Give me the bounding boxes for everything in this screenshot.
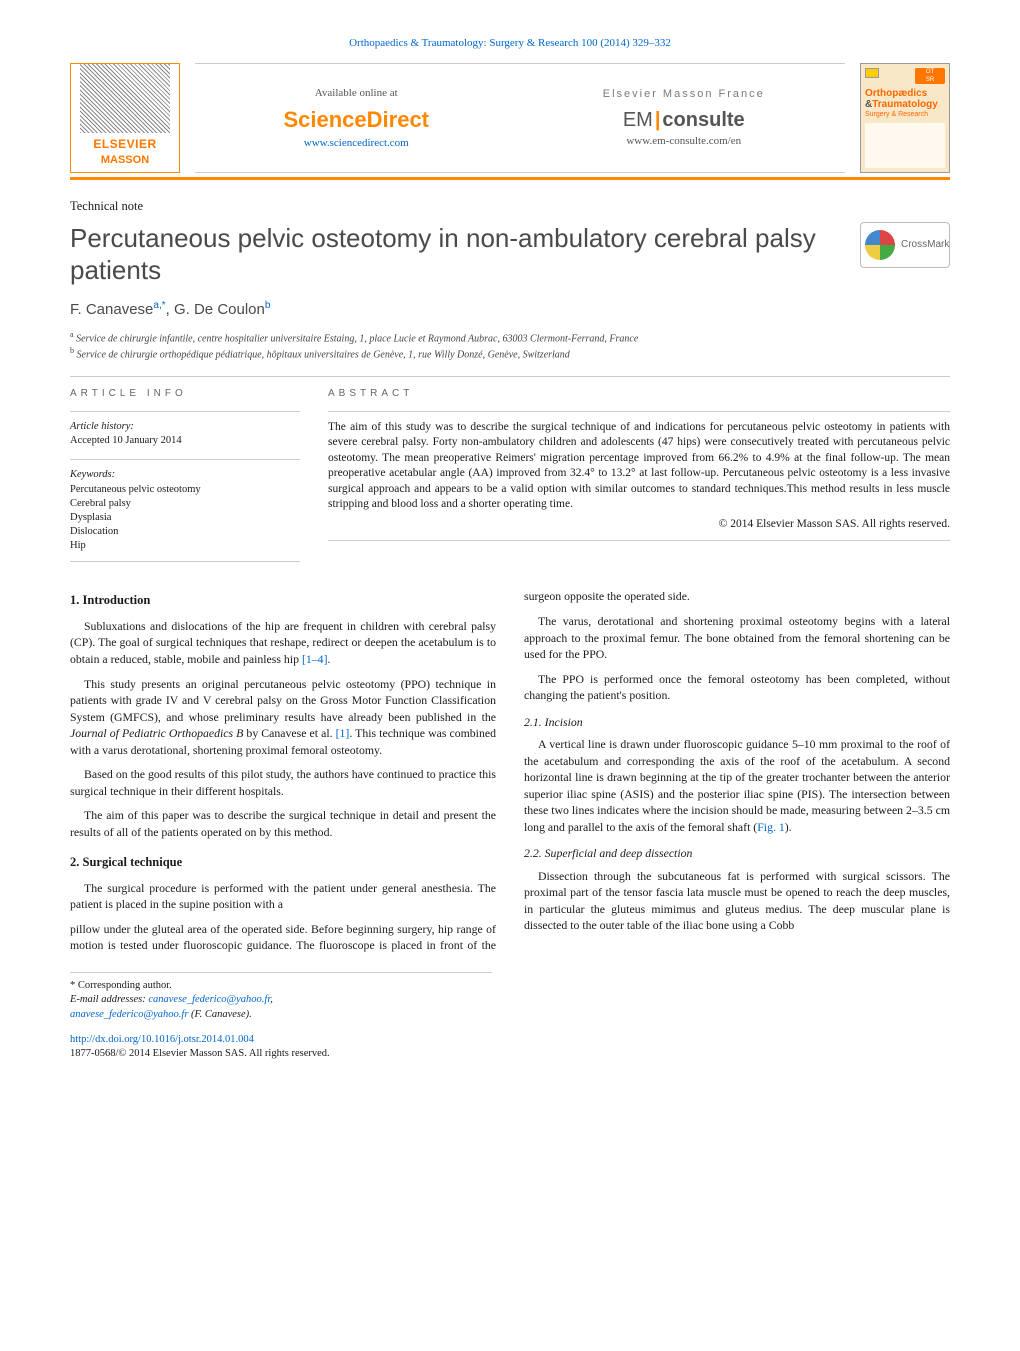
publisher-links-block: Available online at ScienceDirect www.sc… — [195, 63, 845, 173]
author-2-affil-sup: b — [265, 300, 271, 311]
section-1-heading: 1. Introduction — [70, 592, 496, 610]
em-logo-suffix: consulte — [662, 109, 744, 131]
author-1-affil-sup: a,* — [153, 300, 165, 311]
body-paragraph: The varus, derotational and shortening p… — [524, 613, 950, 663]
elsevier-brand-label: ELSEVIER — [93, 136, 156, 153]
crossmark-label: CrossMark — [901, 238, 949, 252]
em-logo-prefix: EM — [623, 109, 653, 131]
orange-divider-bar — [70, 177, 950, 180]
keyword-item: Percutaneous pelvic osteotomy — [70, 483, 300, 497]
article-title: Percutaneous pelvic osteotomy in non-amb… — [70, 222, 840, 287]
affiliation-b: Service de chirurgie orthopédique pédiat… — [77, 349, 570, 360]
emconsulte-column: Elsevier Masson France EM|consulte www.e… — [533, 87, 836, 150]
body-two-column: 1. Introduction Subluxations and disloca… — [70, 588, 950, 953]
figure-ref[interactable]: Fig. 1 — [757, 820, 785, 834]
article-type-label: Technical note — [70, 198, 950, 216]
elsevier-tree-icon — [80, 64, 170, 133]
elsevier-masson-france-label: Elsevier Masson France — [533, 87, 836, 102]
emconsulte-url[interactable]: www.em-consulte.com/en — [533, 134, 836, 149]
body-paragraph: The aim of this paper was to describe th… — [70, 807, 496, 840]
horizontal-rule — [70, 376, 950, 377]
keywords-label: Keywords: — [70, 468, 300, 483]
emconsulte-logo: EM|consulte — [533, 106, 836, 134]
elsevier-sub-label: MASSON — [101, 153, 149, 168]
abstract-copyright: © 2014 Elsevier Masson SAS. All rights r… — [328, 516, 950, 532]
doi-link[interactable]: http://dx.doi.org/10.1016/j.otsr.2014.01… — [70, 1033, 492, 1048]
elsevier-logo-box: ELSEVIER MASSON — [70, 63, 180, 173]
crossmark-icon — [865, 230, 895, 260]
email-addresses-line: E-mail addresses: canavese_federico@yaho… — [70, 993, 492, 1022]
footer-block: * Corresponding author. E-mail addresses… — [70, 972, 492, 1062]
history-label: Article history: — [70, 420, 300, 435]
affiliations-block: a Service de chirurgie infantile, centre… — [70, 330, 950, 362]
affiliation-a: Service de chirurgie infantile, centre h… — [76, 333, 638, 344]
available-online-label: Available online at — [205, 86, 508, 101]
article-info-column: article info Article history: Accepted 1… — [70, 387, 300, 563]
citation-ref[interactable]: [1] — [336, 726, 350, 740]
body-paragraph: A vertical line is drawn under fluorosco… — [524, 736, 950, 835]
body-paragraph: Based on the good results of this pilot … — [70, 766, 496, 799]
cover-image-placeholder — [865, 123, 945, 168]
email-link-2[interactable]: anavese_federico@yahoo.fr — [70, 1009, 188, 1020]
author-2: G. De Coulon — [174, 301, 265, 318]
cover-flag-icon — [865, 68, 879, 78]
authors-line: F. Canavesea,*, G. De Coulonb — [70, 299, 950, 320]
abstract-text: The aim of this study was to describe th… — [328, 420, 950, 513]
abstract-rule-2 — [328, 540, 950, 541]
sciencedirect-url[interactable]: www.sciencedirect.com — [205, 136, 508, 151]
info-rule-3 — [70, 561, 300, 562]
cover-title: Orthopædics &Traumatology — [865, 88, 945, 110]
body-paragraph: This study presents an original percutan… — [70, 676, 496, 759]
cover-subtitle: Surgery & Research — [865, 110, 945, 120]
keyword-item: Dislocation — [70, 525, 300, 539]
publisher-banner-row: ELSEVIER MASSON Available online at Scie… — [70, 63, 950, 173]
body-paragraph: The surgical procedure is performed with… — [70, 880, 496, 913]
cover-badge-icon: OTSR — [915, 68, 945, 84]
crossmark-badge[interactable]: CrossMark — [860, 222, 950, 268]
section-2-heading: 2. Surgical technique — [70, 854, 496, 872]
sciencedirect-column: Available online at ScienceDirect www.sc… — [205, 86, 508, 152]
info-rule — [70, 411, 300, 412]
keyword-item: Hip — [70, 539, 300, 553]
article-info-heading: article info — [70, 387, 300, 401]
journal-cover-thumbnail: OTSR Orthopædics &Traumatology Surgery &… — [860, 63, 950, 173]
body-paragraph: Subluxations and dislocations of the hip… — [70, 618, 496, 668]
sciencedirect-logo: ScienceDirect — [205, 105, 508, 136]
history-value: Accepted 10 January 2014 — [70, 434, 300, 449]
info-abstract-row: article info Article history: Accepted 1… — [70, 387, 950, 563]
section-2-2-heading: 2.2. Superficial and deep dissection — [524, 845, 950, 862]
body-paragraph: Dissection through the subcutaneous fat … — [524, 868, 950, 934]
abstract-heading: abstract — [328, 387, 950, 401]
abstract-column: abstract The aim of this study was to de… — [328, 387, 950, 563]
email-author-name: (F. Canavese). — [191, 1009, 252, 1020]
corresponding-author-label: * Corresponding author. — [70, 979, 492, 994]
info-rule-2 — [70, 459, 300, 460]
section-2-1-heading: 2.1. Incision — [524, 714, 950, 731]
journal-citation-header: Orthopaedics & Traumatology: Surgery & R… — [70, 36, 950, 51]
em-logo-divider: | — [653, 109, 663, 131]
issn-copyright: 1877-0568/© 2014 Elsevier Masson SAS. Al… — [70, 1047, 492, 1062]
keyword-item: Cerebral palsy — [70, 497, 300, 511]
citation-ref[interactable]: [1–4] — [302, 652, 328, 666]
keywords-list: Percutaneous pelvic osteotomy Cerebral p… — [70, 483, 300, 554]
email-link-1[interactable]: canavese_federico@yahoo.fr — [148, 994, 270, 1005]
body-paragraph: The PPO is performed once the femoral os… — [524, 671, 950, 704]
author-1: F. Canavese — [70, 301, 153, 318]
abstract-rule — [328, 411, 950, 412]
keyword-item: Dysplasia — [70, 511, 300, 525]
